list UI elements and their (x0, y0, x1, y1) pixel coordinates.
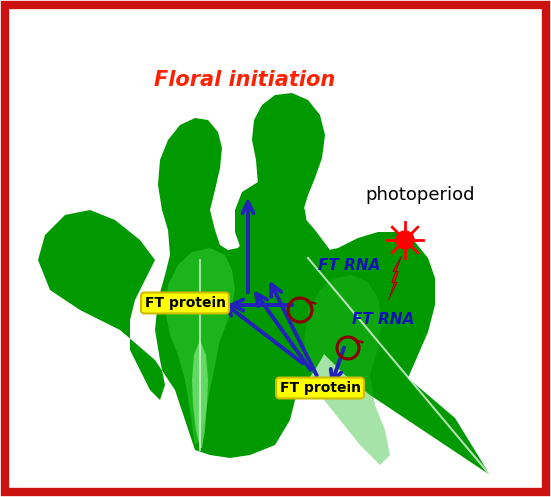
Circle shape (396, 231, 414, 249)
Text: photoperiod: photoperiod (365, 186, 475, 204)
Polygon shape (235, 182, 490, 475)
Polygon shape (192, 340, 208, 448)
Text: Floral initiation: Floral initiation (154, 70, 336, 90)
Polygon shape (388, 256, 402, 300)
Polygon shape (304, 275, 390, 465)
Text: FT protein: FT protein (144, 296, 225, 310)
Text: FT protein: FT protein (279, 381, 360, 395)
Text: FT RNA: FT RNA (318, 257, 380, 272)
Polygon shape (38, 93, 340, 458)
Polygon shape (165, 248, 235, 445)
Text: FT RNA: FT RNA (352, 313, 414, 328)
